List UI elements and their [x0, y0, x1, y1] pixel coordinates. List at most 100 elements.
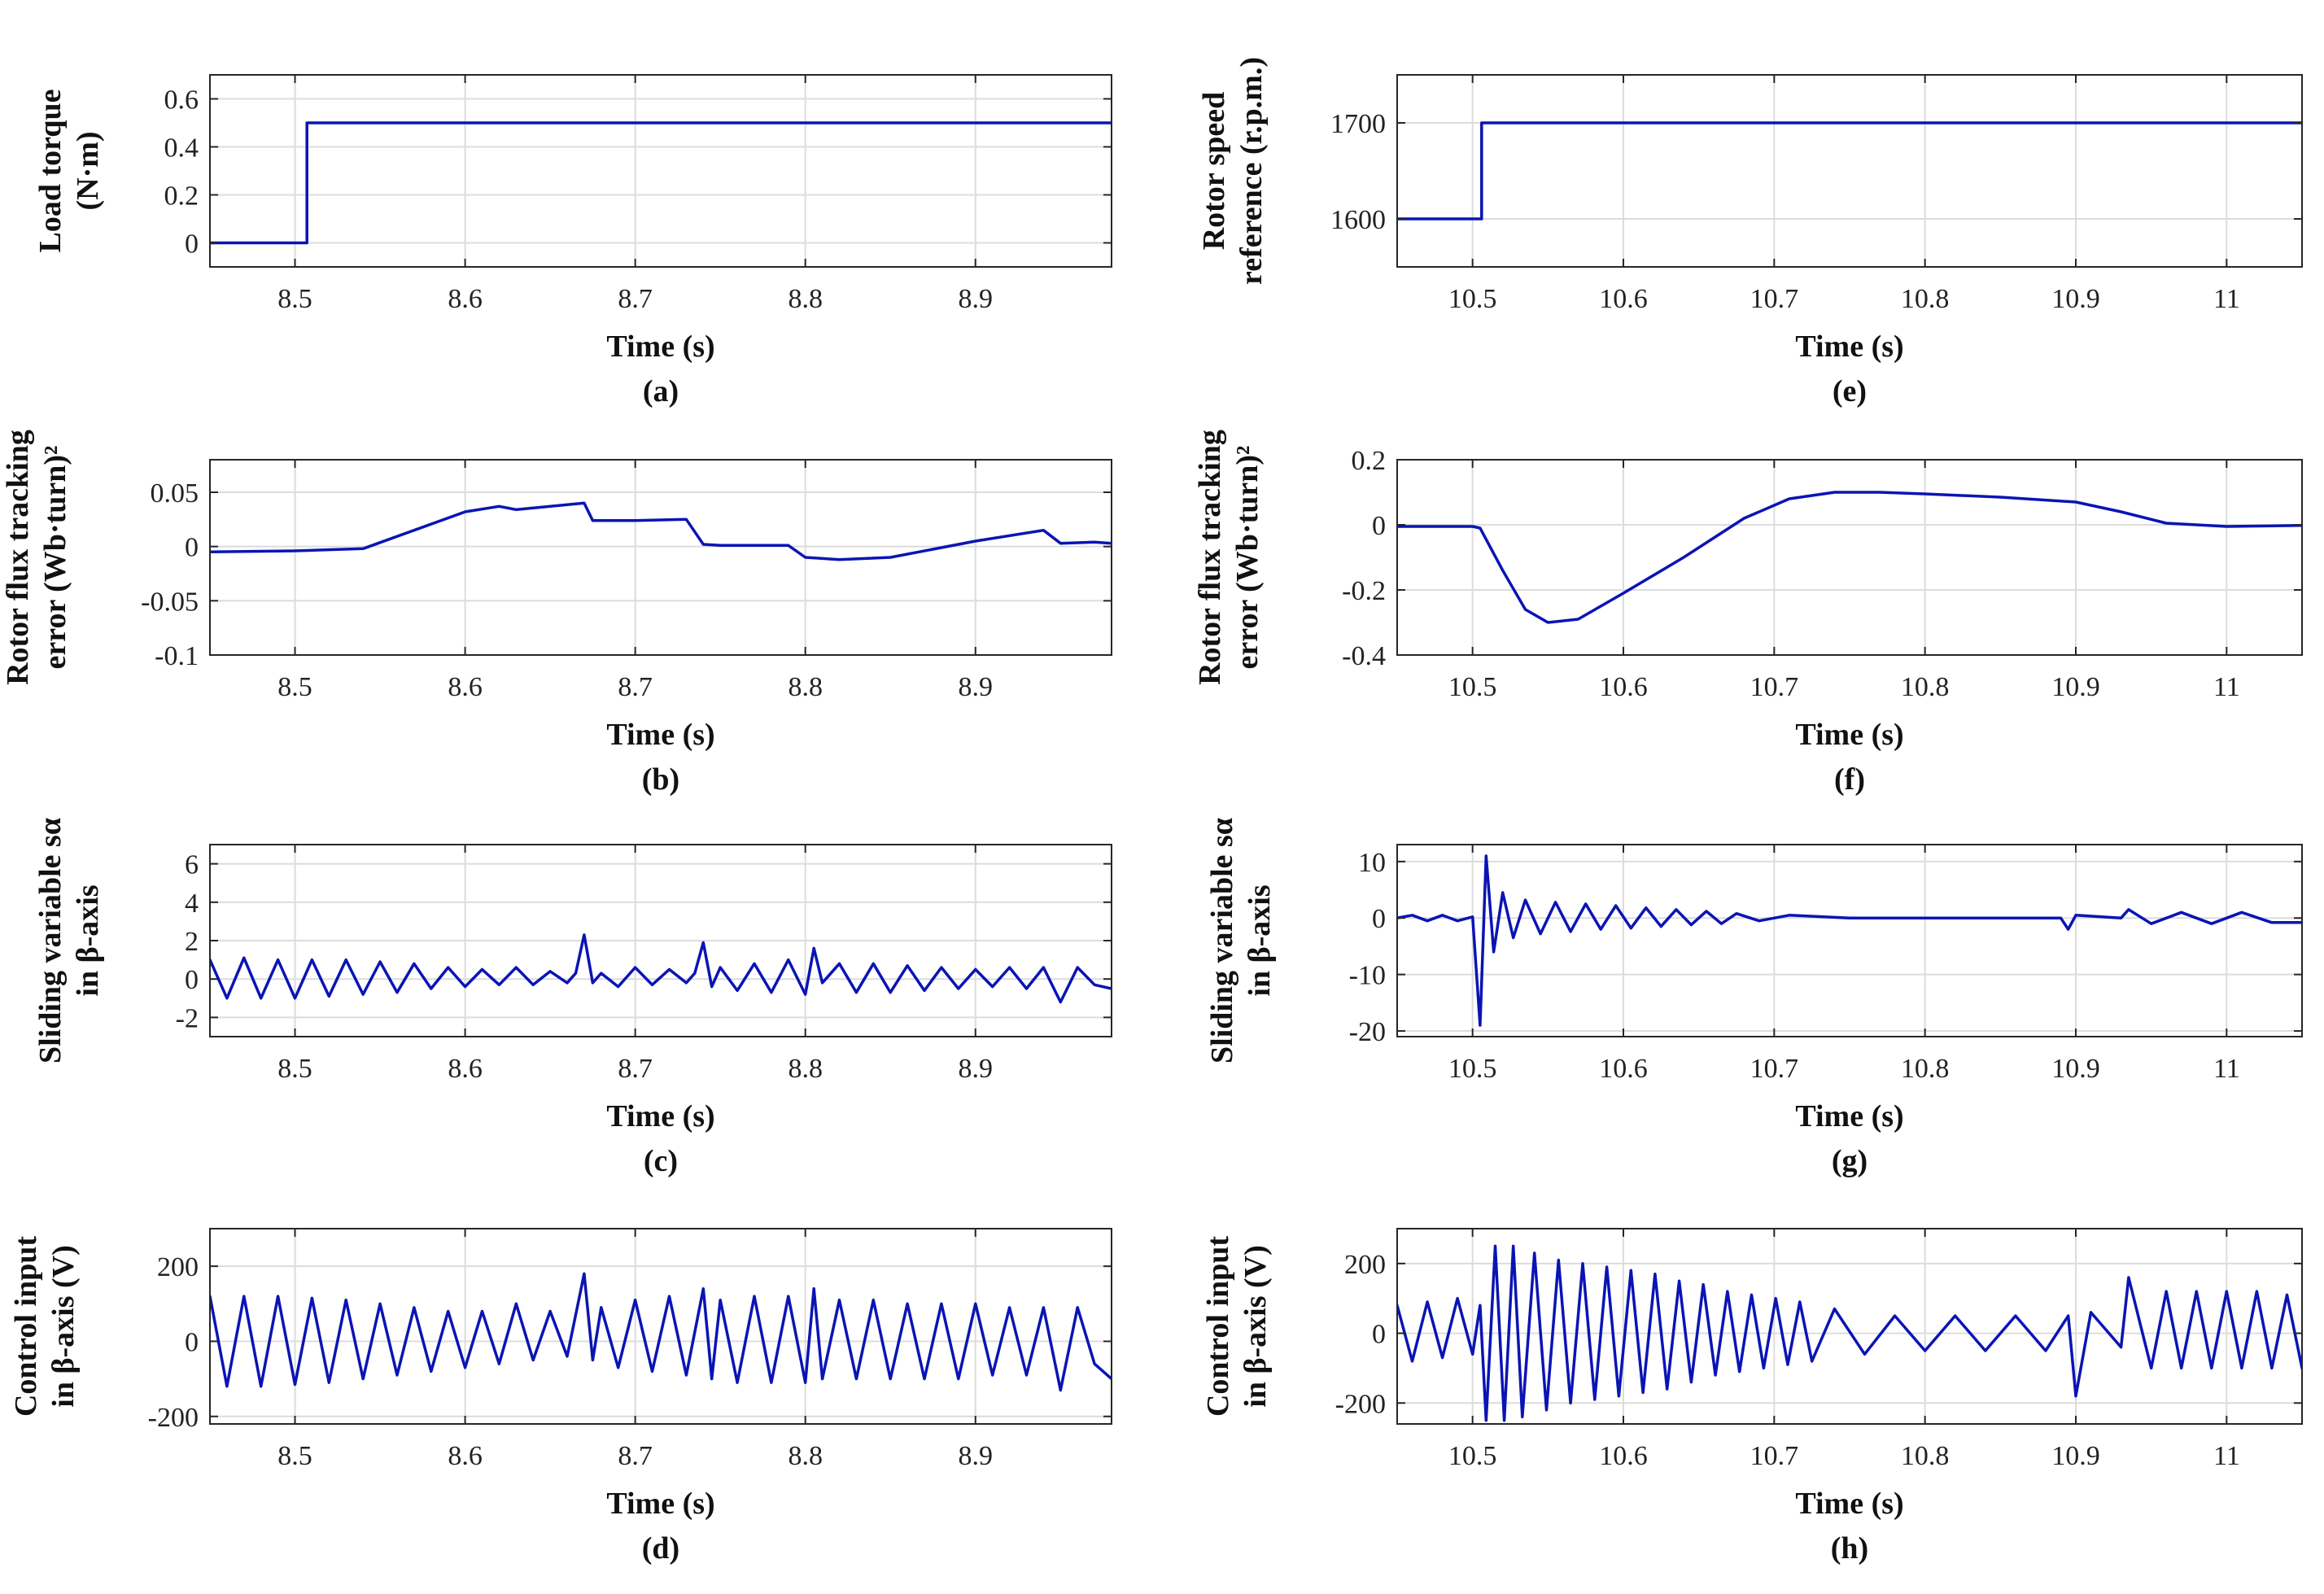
y-tick-label: 10 — [1358, 848, 1386, 878]
x-tick-label: 10.6 — [1599, 672, 1648, 702]
x-tick-label: 10.8 — [1901, 1441, 1950, 1471]
x-tick-label: 8.5 — [277, 672, 312, 702]
x-tick-label: 10.9 — [2051, 1441, 2100, 1471]
x-axis-label: Time (s) — [606, 718, 714, 752]
y-axis-label-line: in β-axis — [71, 884, 105, 996]
x-tick-label: 8.9 — [959, 672, 994, 702]
chart-panel-h: 10.5 10.6 10.7 10.8 10.9 11 -200 0 200 Time (s) (h… — [1201, 1228, 2303, 1566]
x-tick-label: 8.5 — [277, 1441, 312, 1471]
x-tick-label: 10.6 — [1599, 1441, 1648, 1471]
y-axis-label-line: in β-axis (V) — [1238, 1245, 1273, 1407]
y-tick-label: 2 — [185, 927, 199, 957]
panel-label: (d) — [642, 1531, 679, 1566]
y-axis-label: Control input in β-axis (V) — [9, 1236, 81, 1417]
x-tick-label: 8.7 — [618, 1054, 653, 1084]
x-axis-label: Time (s) — [606, 1099, 714, 1133]
x-axis-label: Time (s) — [1795, 1099, 1903, 1133]
y-axis-label: Sliding variable sα in β-axis — [33, 818, 105, 1063]
x-tick-label: 10.5 — [1448, 1054, 1497, 1084]
x-tick-label: 8.7 — [618, 284, 653, 314]
y-axis-label: Rotor speed reference (r.p.m.) — [1197, 57, 1269, 285]
panel-label: (h) — [1831, 1531, 1868, 1566]
x-tick-label: 10.8 — [1901, 1054, 1950, 1084]
x-axis-label: Time (s) — [606, 330, 714, 364]
y-tick-label: -200 — [148, 1403, 199, 1433]
y-axis-label-line: Control input — [9, 1236, 43, 1417]
x-tick-label: 10.8 — [1901, 284, 1950, 314]
x-axis-label: Time (s) — [1795, 718, 1903, 752]
x-axis-label: Time (s) — [1795, 1487, 1903, 1521]
y-tick-label: -0.4 — [1342, 641, 1386, 671]
y-axis-label-line: Rotor flux tracking — [1193, 430, 1227, 685]
axes-box — [1396, 74, 2303, 268]
series-line — [210, 121, 1112, 245]
y-tick-label: 0.05 — [151, 478, 199, 509]
panel-label: (c) — [644, 1144, 678, 1178]
axes-box — [209, 459, 1112, 656]
series-line — [210, 1272, 1112, 1392]
axes-box — [1396, 1228, 2303, 1425]
y-tick-label: -0.2 — [1342, 576, 1386, 606]
series-line — [1397, 1244, 2302, 1422]
y-tick-label: 0.6 — [164, 85, 199, 116]
x-tick-label: 10.5 — [1448, 284, 1497, 314]
y-axis-label-line: Load torque — [33, 90, 68, 253]
chart-panel-b: 8.5 8.6 8.7 8.8 8.9 -0.1 -0.05 0 0.05 Time (s) (b)… — [1, 430, 1112, 797]
x-tick-label: 8.6 — [448, 672, 483, 702]
y-axis-label: Rotor flux tracking error (Wb·turn)² — [1, 430, 72, 685]
y-tick-label: -10 — [1349, 961, 1386, 991]
chart-panel-f: 10.5 10.6 10.7 10.8 10.9 11 -0.4 -0.2 0 0.2 Time (… — [1193, 430, 2303, 797]
axes-box — [209, 1228, 1112, 1425]
x-tick-label: 10.7 — [1750, 1054, 1799, 1084]
y-axis-label-line: Control input — [1201, 1236, 1235, 1417]
y-tick-label: 0 — [185, 1327, 199, 1357]
y-axis-label-line: error (Wb·turn)² — [38, 446, 72, 670]
y-axis-label-line: Rotor speed — [1197, 92, 1231, 251]
y-axis-label-line: in β-axis — [1243, 884, 1277, 996]
y-tick-label: 0 — [185, 533, 199, 563]
y-axis-label-line: (N·m) — [71, 131, 105, 210]
chart-panel-e: 10.5 10.6 10.7 10.8 10.9 11 1600 1700 Time (s) (e… — [1197, 57, 2303, 408]
series-line — [210, 933, 1112, 1004]
x-tick-label: 8.5 — [277, 284, 312, 314]
y-axis-label-line: reference (r.p.m.) — [1234, 57, 1269, 285]
x-tick-label: 10.9 — [2051, 672, 2100, 702]
x-tick-label: 10.6 — [1599, 1054, 1648, 1084]
chart-panel-c: 8.5 8.6 8.7 8.8 8.9 -2 0 2 4 6 Time (s) (c) Sliding … — [33, 818, 1112, 1178]
y-tick-label: 1600 — [1330, 205, 1386, 235]
x-tick-label: 10.9 — [2051, 284, 2100, 314]
x-tick-label: 8.9 — [959, 1054, 994, 1084]
x-tick-label: 8.8 — [788, 1441, 823, 1471]
y-axis-label-line: in β-axis (V) — [46, 1245, 81, 1407]
x-tick-label: 10.7 — [1750, 284, 1799, 314]
series-line — [1397, 854, 2302, 1027]
y-axis-label-line: Sliding variable sα — [33, 818, 68, 1063]
axes-box — [209, 74, 1112, 268]
series-line — [210, 501, 1112, 561]
x-tick-label: 8.6 — [448, 284, 483, 314]
chart-panel-g: 10.5 10.6 10.7 10.8 10.9 11 -20 -10 0 10 Time (s) (… — [1205, 818, 2303, 1178]
y-axis-label-line: error (Wb·turn)² — [1230, 446, 1265, 670]
x-tick-label: 8.8 — [788, 284, 823, 314]
x-tick-label: 10.7 — [1750, 672, 1799, 702]
y-tick-label: -200 — [1335, 1389, 1386, 1419]
y-axis-label-line: Rotor flux tracking — [1, 430, 35, 685]
y-tick-label: 0.2 — [164, 181, 199, 212]
x-tick-label: 8.5 — [277, 1054, 312, 1084]
x-tick-label: 10.8 — [1901, 672, 1950, 702]
x-tick-label: 8.9 — [959, 1441, 994, 1471]
x-tick-label: 11 — [2213, 1054, 2240, 1084]
x-tick-label: 11 — [2213, 284, 2240, 314]
y-tick-label: 4 — [185, 889, 199, 919]
panel-label: (f) — [1834, 762, 1865, 797]
x-tick-label: 10.9 — [2051, 1054, 2100, 1084]
y-tick-label: -0.05 — [141, 587, 199, 617]
y-tick-label: -2 — [176, 1003, 199, 1033]
x-tick-label: 11 — [2213, 1441, 2240, 1471]
y-axis-label: Load torque (N·m) — [33, 90, 105, 253]
x-tick-label: 8.6 — [448, 1054, 483, 1084]
x-tick-label: 8.9 — [959, 284, 994, 314]
y-axis-label-line: Sliding variable sα — [1205, 818, 1239, 1063]
chart-panel-d: 8.5 8.6 8.7 8.8 8.9 -200 0 200 Time (s) (d) Contro… — [9, 1228, 1112, 1566]
